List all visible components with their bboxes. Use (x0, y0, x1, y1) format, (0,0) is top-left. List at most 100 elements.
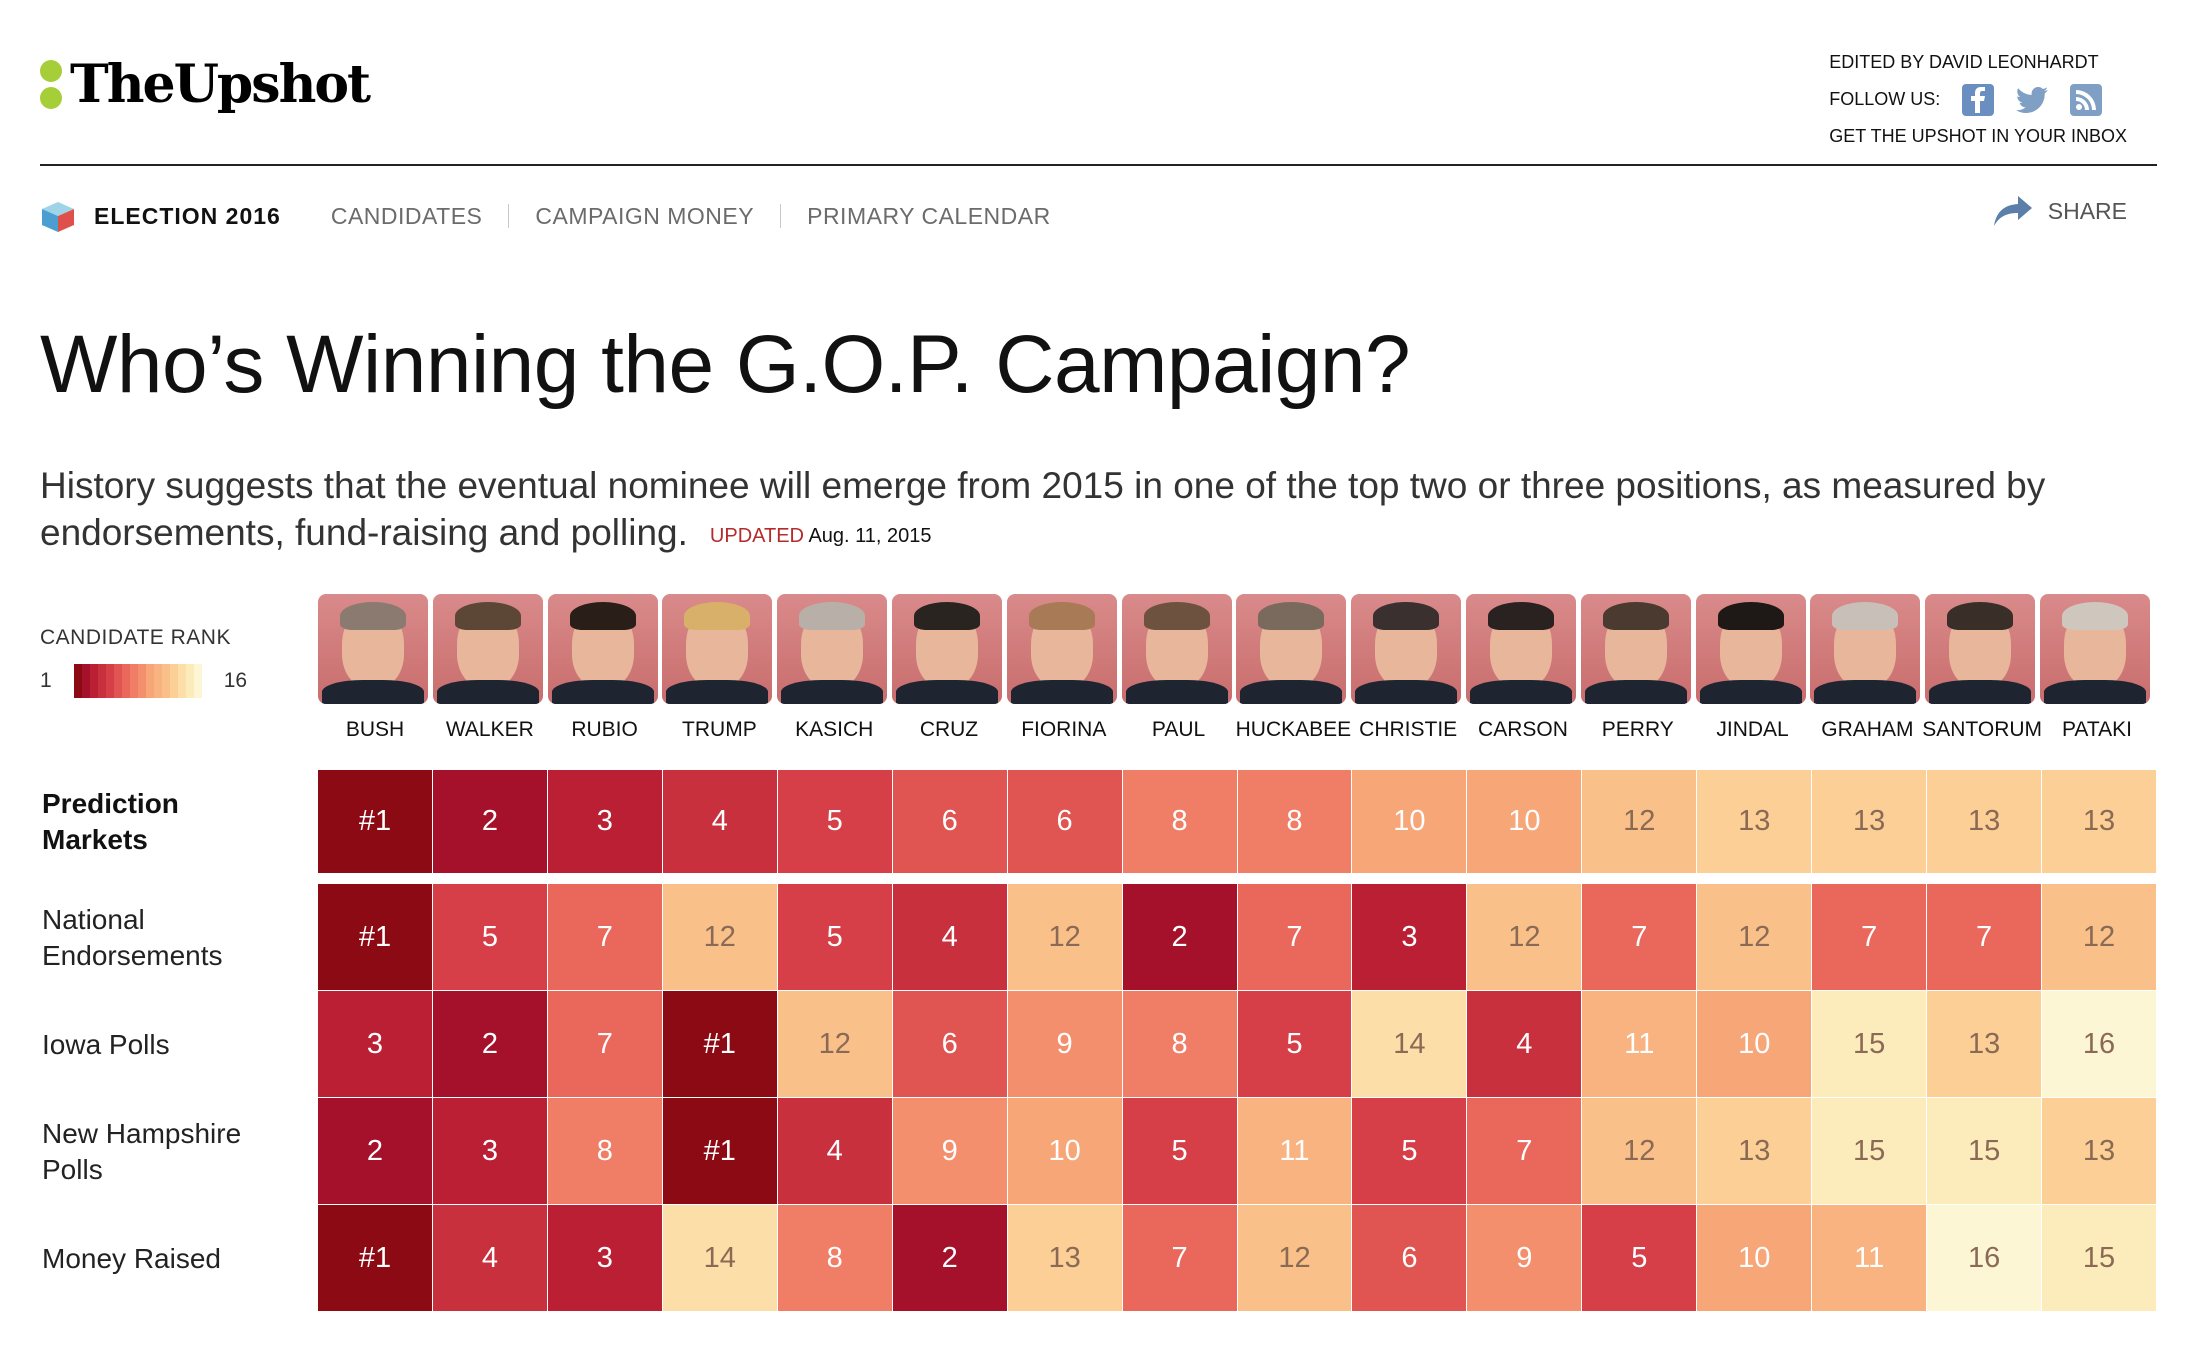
heatmap-cell[interactable]: 4 (432, 1205, 548, 1312)
heatmap-cell[interactable]: #1 (662, 991, 778, 1098)
candidate-christie[interactable]: CHRISTIE (1351, 594, 1465, 741)
heatmap-cell[interactable]: 6 (1352, 1205, 1468, 1312)
heatmap-cell[interactable]: 5 (1352, 1098, 1468, 1205)
heatmap-cell[interactable]: 12 (777, 991, 893, 1098)
heatmap-cell[interactable]: 8 (547, 1098, 663, 1205)
heatmap-cell[interactable]: 5 (432, 884, 548, 991)
heatmap-cell[interactable]: 7 (547, 991, 663, 1098)
rss-icon[interactable] (2070, 83, 2103, 116)
heatmap-cell[interactable]: 5 (777, 884, 893, 991)
heatmap-cell[interactable]: 12 (2042, 884, 2157, 991)
heatmap-cell[interactable]: 8 (1237, 770, 1353, 874)
heatmap-cell[interactable]: 11 (1237, 1098, 1353, 1205)
heatmap-cell[interactable]: 12 (1582, 770, 1698, 874)
upshot-logo[interactable]: TheUpshot (40, 54, 371, 115)
candidate-fiorina[interactable]: FIORINA (1006, 594, 1121, 741)
heatmap-cell[interactable]: 3 (1352, 884, 1468, 991)
heatmap-cell[interactable]: 13 (1697, 770, 1813, 874)
heatmap-cell[interactable]: 2 (432, 991, 548, 1098)
heatmap-cell[interactable]: 3 (318, 991, 433, 1098)
heatmap-cell[interactable]: 6 (892, 770, 1008, 874)
candidate-jindal[interactable]: JINDAL (1695, 594, 1810, 741)
section-label[interactable]: ELECTION 2016 (94, 202, 281, 229)
heatmap-cell[interactable]: 2 (1122, 884, 1238, 991)
candidate-paul[interactable]: PAUL (1121, 594, 1236, 741)
heatmap-cell[interactable]: 12 (1237, 1205, 1353, 1312)
heatmap-cell[interactable]: 5 (1237, 991, 1353, 1098)
heatmap-cell[interactable]: 5 (777, 770, 893, 874)
heatmap-cell[interactable]: 10 (1697, 991, 1813, 1098)
heatmap-cell[interactable]: 7 (547, 884, 663, 991)
heatmap-cell[interactable]: 11 (1582, 991, 1698, 1098)
candidate-trump[interactable]: TRUMP (662, 594, 776, 741)
heatmap-cell[interactable]: 13 (1007, 1205, 1123, 1312)
candidate-perry[interactable]: PERRY (1580, 594, 1695, 741)
heatmap-cell[interactable]: 13 (1927, 991, 2043, 1098)
heatmap-cell[interactable]: 5 (1122, 1098, 1238, 1205)
heatmap-cell[interactable]: 4 (892, 884, 1008, 991)
heatmap-cell[interactable]: 4 (777, 1098, 893, 1205)
heatmap-cell[interactable]: 12 (662, 884, 778, 991)
heatmap-cell[interactable]: #1 (318, 884, 433, 991)
heatmap-cell[interactable]: 10 (1352, 770, 1468, 874)
heatmap-cell[interactable]: 13 (2042, 770, 2157, 874)
facebook-icon[interactable] (1962, 83, 1995, 116)
heatmap-cell[interactable]: 15 (1812, 1098, 1928, 1205)
heatmap-cell[interactable]: 15 (2042, 1205, 2157, 1312)
candidate-walker[interactable]: WALKER (432, 594, 547, 741)
heatmap-cell[interactable]: 15 (1927, 1098, 2043, 1205)
heatmap-cell[interactable]: 13 (1697, 1098, 1813, 1205)
heatmap-cell[interactable]: 9 (892, 1098, 1008, 1205)
inbox-link[interactable]: GET THE UPSHOT IN YOUR INBOX (1829, 126, 2127, 146)
candidate-kasich[interactable]: KASICH (777, 594, 891, 741)
candidate-huckabee[interactable]: HUCKABEE (1236, 594, 1351, 741)
candidate-carson[interactable]: CARSON (1465, 594, 1580, 741)
heatmap-cell[interactable]: 14 (1352, 991, 1468, 1098)
heatmap-cell[interactable]: 12 (1007, 884, 1123, 991)
heatmap-cell[interactable]: 7 (1237, 884, 1353, 991)
nav-item-candidates[interactable]: CANDIDATES (330, 202, 483, 229)
heatmap-cell[interactable]: 14 (662, 1205, 778, 1312)
heatmap-cell[interactable]: #1 (662, 1098, 778, 1205)
heatmap-cell[interactable]: 2 (432, 770, 548, 874)
heatmap-cell[interactable]: 10 (1697, 1205, 1813, 1312)
heatmap-cell[interactable]: 7 (1582, 884, 1698, 991)
heatmap-cell[interactable]: 7 (1467, 1098, 1583, 1205)
heatmap-cell[interactable]: 8 (1122, 991, 1238, 1098)
heatmap-cell[interactable]: 13 (2042, 1098, 2157, 1205)
heatmap-cell[interactable]: 10 (1467, 770, 1583, 874)
heatmap-cell[interactable]: 13 (1812, 770, 1928, 874)
heatmap-cell[interactable]: 9 (1467, 1205, 1583, 1312)
candidate-pataki[interactable]: PATAKI (2039, 594, 2154, 741)
heatmap-cell[interactable]: 4 (662, 770, 778, 874)
heatmap-cell[interactable]: 3 (547, 1205, 663, 1312)
heatmap-cell[interactable]: 3 (547, 770, 663, 874)
heatmap-cell[interactable]: 7 (1927, 884, 2043, 991)
heatmap-cell[interactable]: 10 (1007, 1098, 1123, 1205)
heatmap-cell[interactable]: 2 (318, 1098, 433, 1205)
heatmap-cell[interactable]: 3 (432, 1098, 548, 1205)
nav-item-campaign-money[interactable]: CAMPAIGN MONEY (535, 202, 755, 229)
heatmap-cell[interactable]: 8 (777, 1205, 893, 1312)
heatmap-cell[interactable]: 4 (1467, 991, 1583, 1098)
heatmap-cell[interactable]: 7 (1122, 1205, 1238, 1312)
candidate-rubio[interactable]: RUBIO (547, 594, 662, 741)
heatmap-cell[interactable]: 6 (1007, 770, 1123, 874)
heatmap-cell[interactable]: #1 (318, 770, 433, 874)
heatmap-cell[interactable]: 16 (1927, 1205, 2043, 1312)
nav-item-primary-calendar[interactable]: PRIMARY CALENDAR (807, 202, 1051, 229)
candidate-bush[interactable]: BUSH (318, 594, 432, 741)
heatmap-cell[interactable]: 9 (1007, 991, 1123, 1098)
heatmap-cell[interactable]: 16 (2042, 991, 2157, 1098)
heatmap-cell[interactable]: 8 (1122, 770, 1238, 874)
heatmap-cell[interactable]: 12 (1582, 1098, 1698, 1205)
share-button[interactable]: SHARE (1993, 196, 2127, 226)
heatmap-cell[interactable]: 7 (1812, 884, 1928, 991)
heatmap-cell[interactable]: 13 (1927, 770, 2043, 874)
heatmap-cell[interactable]: 6 (892, 991, 1008, 1098)
candidate-graham[interactable]: GRAHAM (1810, 594, 1924, 741)
twitter-icon[interactable] (2016, 84, 2049, 116)
heatmap-cell[interactable]: 12 (1697, 884, 1813, 991)
candidate-santorum[interactable]: SANTORUM (1922, 594, 2042, 741)
heatmap-cell[interactable]: 2 (892, 1205, 1008, 1312)
